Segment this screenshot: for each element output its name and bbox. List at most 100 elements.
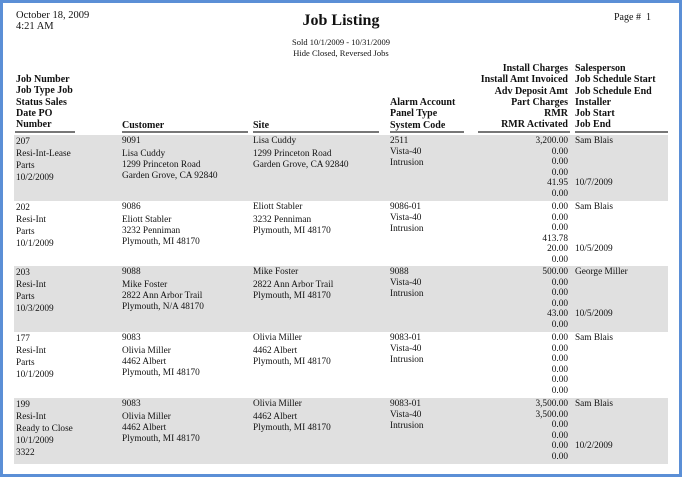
amounts-line: 0.00: [551, 451, 568, 462]
record-people: Sam Blais 10/7/2009: [575, 136, 613, 200]
people-line: [575, 189, 613, 200]
report-subtitle-date-range: Sold 10/1/2009 - 10/31/2009: [292, 37, 390, 47]
customer-line: 4462 Albert: [122, 357, 167, 367]
job-record-row[interactable]: 203 Resi-Int Parts 10/3/2009 9088 Mike Foster…: [14, 266, 668, 332]
record-alarm: 9088 Vista-40 Intrusion: [390, 267, 424, 300]
col-label: Adv Deposit Amt: [494, 85, 568, 97]
record-alarm: 2511 Vista-40 Intrusion: [390, 136, 424, 169]
customer-line: 9091: [122, 136, 141, 146]
site-line: Lisa Cuddy: [253, 136, 297, 146]
job-line: 177: [16, 334, 30, 344]
alarm-line: Intrusion: [390, 355, 424, 365]
people-line: [575, 410, 613, 421]
people-line: Sam Blais: [575, 202, 613, 212]
people-line: [575, 420, 613, 431]
amounts-line: 0.00: [551, 333, 568, 343]
customer-line: 4462 Albert: [122, 423, 167, 433]
amounts-line: 0.00: [551, 188, 568, 199]
job-record-row[interactable]: 207 Resi-Int-Lease Parts 10/2/2009 9091 Lisa …: [14, 135, 668, 201]
people-line: [575, 147, 613, 158]
job-line: 207: [16, 137, 30, 147]
alarm-line: 9083-01: [390, 333, 421, 343]
col-label: Job Schedule End: [575, 85, 652, 97]
amounts-line: 0.00: [551, 319, 568, 330]
record-job: 202 Resi-Int Parts 10/1/2009: [16, 202, 54, 261]
alarm-line: Vista-40: [390, 410, 422, 420]
record-people: Sam Blais 10/2/2009: [575, 399, 613, 463]
col-label: Status Sales: [16, 96, 67, 108]
time-text: 4:21 AM: [16, 21, 54, 32]
amounts-line: 0.00: [551, 254, 568, 265]
job-line: 10/1/2009: [16, 370, 54, 380]
col-label: Job End: [575, 119, 611, 131]
column-header-amounts: Install Charges Install Amt Invoiced Adv…: [481, 63, 568, 131]
record-site: Olivia Miller 4462 Albert Plymouth, MI 481…: [253, 333, 331, 368]
alarm-line: Intrusion: [390, 421, 424, 431]
amounts-line: 0.00: [551, 167, 568, 178]
record-people: Sam Blais: [575, 333, 613, 397]
col-label: System Code: [390, 119, 446, 131]
customer-line: 9086: [122, 202, 141, 212]
job-line: [16, 184, 71, 195]
col-label: Job Start: [575, 108, 615, 120]
job-line: 10/3/2009: [16, 304, 54, 314]
col-label: RMR Activated: [501, 119, 568, 131]
customer-line: 3232 Penniman: [122, 226, 181, 236]
site-line: Olivia Miller: [253, 333, 302, 343]
column-header-alarm: Alarm Account Panel Type System Code: [390, 97, 455, 131]
people-line: 10/2/2009: [575, 441, 613, 452]
report-date: October 18, 2009 4:21 AM: [16, 10, 89, 32]
amounts-line: 3,500.00: [535, 409, 568, 420]
job-line: Parts: [16, 292, 35, 302]
site-line: Mike Foster: [253, 267, 299, 277]
amounts-line: 0.00: [551, 385, 568, 396]
alarm-line: Intrusion: [390, 289, 424, 299]
record-job: 177 Resi-Int Parts 10/1/2009: [16, 333, 54, 392]
record-customer: 9091 Lisa Cuddy 1299 Princeton Road Garden …: [122, 136, 218, 182]
record-site: Lisa Cuddy 1299 Princeton Road Garden Grov…: [253, 136, 349, 171]
job-record-row[interactable]: 202 Resi-Int Parts 10/1/2009 9086 Eliott Stab…: [14, 201, 668, 267]
amounts-line: 0.00: [551, 354, 568, 365]
header-underline: [390, 131, 464, 133]
customer-line: Plymouth, MI 48170: [122, 237, 200, 247]
job-line: Resi-Int: [16, 280, 46, 290]
job-line: Parts: [16, 227, 35, 237]
alarm-line: 9086-01: [390, 202, 421, 212]
alarm-line: 9088: [390, 267, 409, 277]
report-title: Job Listing: [302, 12, 380, 29]
job-line: 3322: [16, 448, 35, 458]
people-line: 10/5/2009: [575, 309, 613, 320]
people-line: [575, 234, 613, 245]
site-line: Eliott Stabler: [253, 202, 303, 212]
site-line: Plymouth, MI 48170: [253, 226, 331, 236]
job-record-row[interactable]: 199 Resi-Int Ready to Close 10/1/2009 3322 90…: [14, 398, 668, 464]
amounts-line: 413.78: [542, 233, 568, 244]
customer-line: 2822 Ann Arbor Trail: [122, 291, 203, 301]
record-customer: 9086 Eliott Stabler 3232 Penniman Plymouth,…: [122, 202, 200, 248]
amounts-line: 0.00: [551, 288, 568, 299]
job-line: 202: [16, 203, 30, 213]
record-customer: 9083 Olivia Miller 4462 Albert Plymouth, MI…: [122, 333, 200, 379]
amounts-line: 0.00: [551, 202, 568, 212]
site-line: Plymouth, MI 48170: [253, 291, 331, 301]
people-line: 10/7/2009: [575, 178, 613, 189]
page-value: 1: [645, 12, 651, 23]
alarm-line: Vista-40: [390, 344, 422, 354]
job-line: Ready to Close: [16, 424, 73, 434]
people-line: [575, 288, 628, 299]
people-line: [575, 157, 613, 168]
col-label: Job Number: [16, 74, 70, 85]
header-underline: [122, 131, 248, 133]
job-record-row[interactable]: 177 Resi-Int Parts 10/1/2009 9083 Olivia Mill…: [14, 332, 668, 398]
job-line: Parts: [16, 358, 35, 368]
customer-line: 1299 Princeton Road: [122, 160, 201, 170]
col-label: Install Charges: [502, 63, 568, 74]
col-label: Alarm Account: [390, 97, 456, 108]
amounts-line: 3,500.00: [535, 399, 568, 409]
people-line: George Miller: [575, 267, 628, 277]
site-line: 4462 Albert: [253, 412, 298, 422]
header-underline: [575, 131, 668, 133]
amounts-line: 20.00: [547, 244, 568, 255]
customer-line: Garden Grove, CA 92840: [122, 171, 218, 181]
amounts-line: 0.00: [551, 223, 568, 234]
